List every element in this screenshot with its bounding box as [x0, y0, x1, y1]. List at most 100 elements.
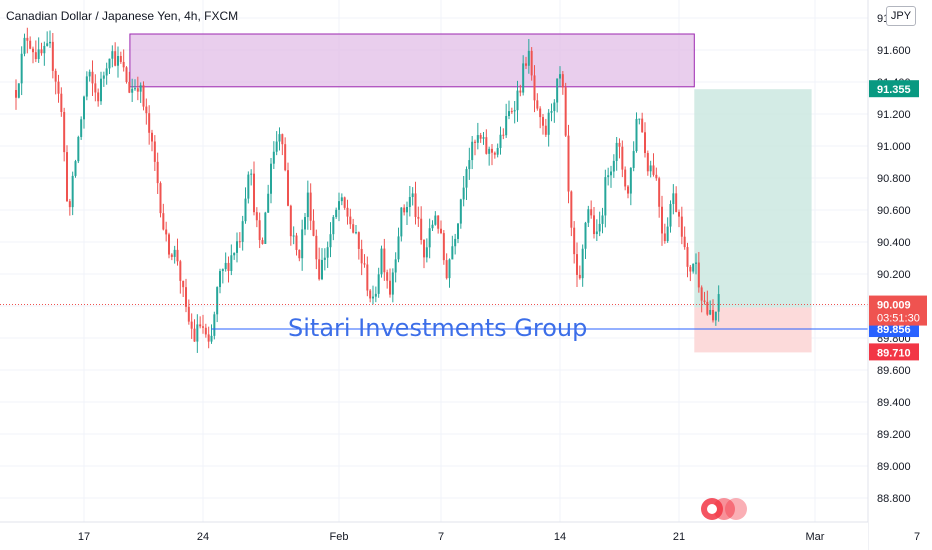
candle-body	[417, 216, 420, 219]
candle-body	[114, 51, 117, 66]
candle-body	[652, 165, 655, 175]
candle-body	[281, 134, 284, 145]
candle-body	[536, 100, 539, 109]
candle-body	[97, 92, 100, 102]
candle-body	[581, 248, 584, 279]
candle-body	[298, 249, 301, 259]
candle-body	[210, 335, 213, 342]
candle-body	[573, 227, 576, 255]
tradingview-logo	[701, 498, 747, 520]
candle-body	[499, 134, 502, 148]
candle-body	[550, 111, 553, 113]
candle-body	[349, 216, 352, 225]
candle-body	[428, 228, 431, 248]
candle-body	[669, 204, 672, 227]
candle-body	[26, 37, 29, 41]
time-axis[interactable]	[0, 522, 868, 550]
candle-body	[77, 136, 80, 162]
candle-body	[219, 271, 221, 288]
candle-body	[176, 249, 179, 262]
candle-body	[131, 88, 134, 93]
candle-body	[190, 321, 193, 329]
candle-body	[474, 141, 476, 143]
candle-body	[445, 260, 448, 279]
candle-body	[20, 53, 23, 84]
candle-body	[553, 102, 556, 112]
candle-body	[323, 257, 326, 260]
candle-body	[261, 240, 264, 244]
candle-body	[340, 197, 343, 202]
candle-body	[386, 272, 389, 281]
x-tick-label: 17	[78, 531, 90, 543]
candle-body	[122, 61, 125, 68]
logo-flag	[707, 504, 717, 514]
candle-body	[151, 132, 153, 142]
candle-body	[561, 74, 564, 88]
candle-body	[587, 209, 590, 223]
candle-body	[100, 78, 102, 102]
y-tick-label: 89.200	[877, 429, 911, 441]
candle-body	[250, 173, 253, 175]
candle-body	[119, 55, 122, 62]
candle-body	[576, 254, 578, 275]
candle-body	[544, 125, 547, 135]
last-price-box	[869, 295, 927, 326]
candle-body	[275, 141, 278, 152]
x-tick-label: 7	[438, 531, 444, 543]
candle-body	[148, 113, 151, 133]
candle-body	[108, 58, 111, 69]
candle-body	[700, 287, 703, 301]
price-label-box	[869, 80, 919, 98]
x-tick-label: 14	[554, 531, 566, 543]
candle-body	[567, 135, 570, 192]
candle-body	[539, 108, 542, 118]
y-tick-label: 90.400	[877, 237, 911, 249]
candle-body	[213, 314, 216, 336]
y-tick-label: 88.800	[877, 493, 911, 505]
candle-body	[516, 90, 519, 111]
candle-body	[173, 249, 176, 257]
candle-body	[437, 215, 440, 229]
candle-body	[502, 134, 505, 136]
candle-body	[692, 263, 695, 272]
candle-body	[420, 218, 423, 240]
candle-body	[23, 37, 26, 54]
candle-body	[289, 205, 292, 237]
candle-body	[272, 151, 275, 164]
candle-body	[355, 232, 357, 234]
candle-body	[15, 90, 17, 98]
currency-button[interactable]: JPY	[886, 6, 916, 26]
candle-body	[661, 206, 663, 234]
candle-body	[332, 217, 335, 235]
candle-body	[624, 169, 627, 187]
candle-body	[604, 177, 607, 216]
candle-body	[598, 223, 601, 232]
candle-body	[425, 247, 428, 258]
candle-body	[227, 262, 230, 271]
candle-body	[221, 269, 224, 272]
price-label: 89.856	[877, 324, 911, 336]
candle-body	[360, 248, 363, 264]
candle-body	[187, 306, 190, 322]
candle-body	[196, 324, 199, 342]
candle-body	[635, 118, 638, 152]
candle-body	[216, 287, 219, 315]
candle-body	[689, 266, 692, 272]
price-label: 89.710	[877, 347, 911, 359]
candle-body	[448, 259, 451, 279]
candle-body	[666, 226, 669, 242]
candle-body	[547, 112, 550, 135]
candle-body	[411, 193, 414, 198]
y-tick-label: 89.000	[877, 461, 911, 473]
candle-body	[649, 165, 652, 172]
candle-body	[85, 76, 88, 97]
candle-body	[457, 223, 459, 239]
candle-body	[255, 212, 258, 221]
candle-body	[60, 93, 63, 112]
candle-body	[646, 153, 649, 172]
candle-body	[584, 222, 587, 249]
y-tick-label: 91.600	[877, 45, 911, 57]
candle-body	[471, 141, 474, 161]
logo-circle	[725, 498, 747, 520]
